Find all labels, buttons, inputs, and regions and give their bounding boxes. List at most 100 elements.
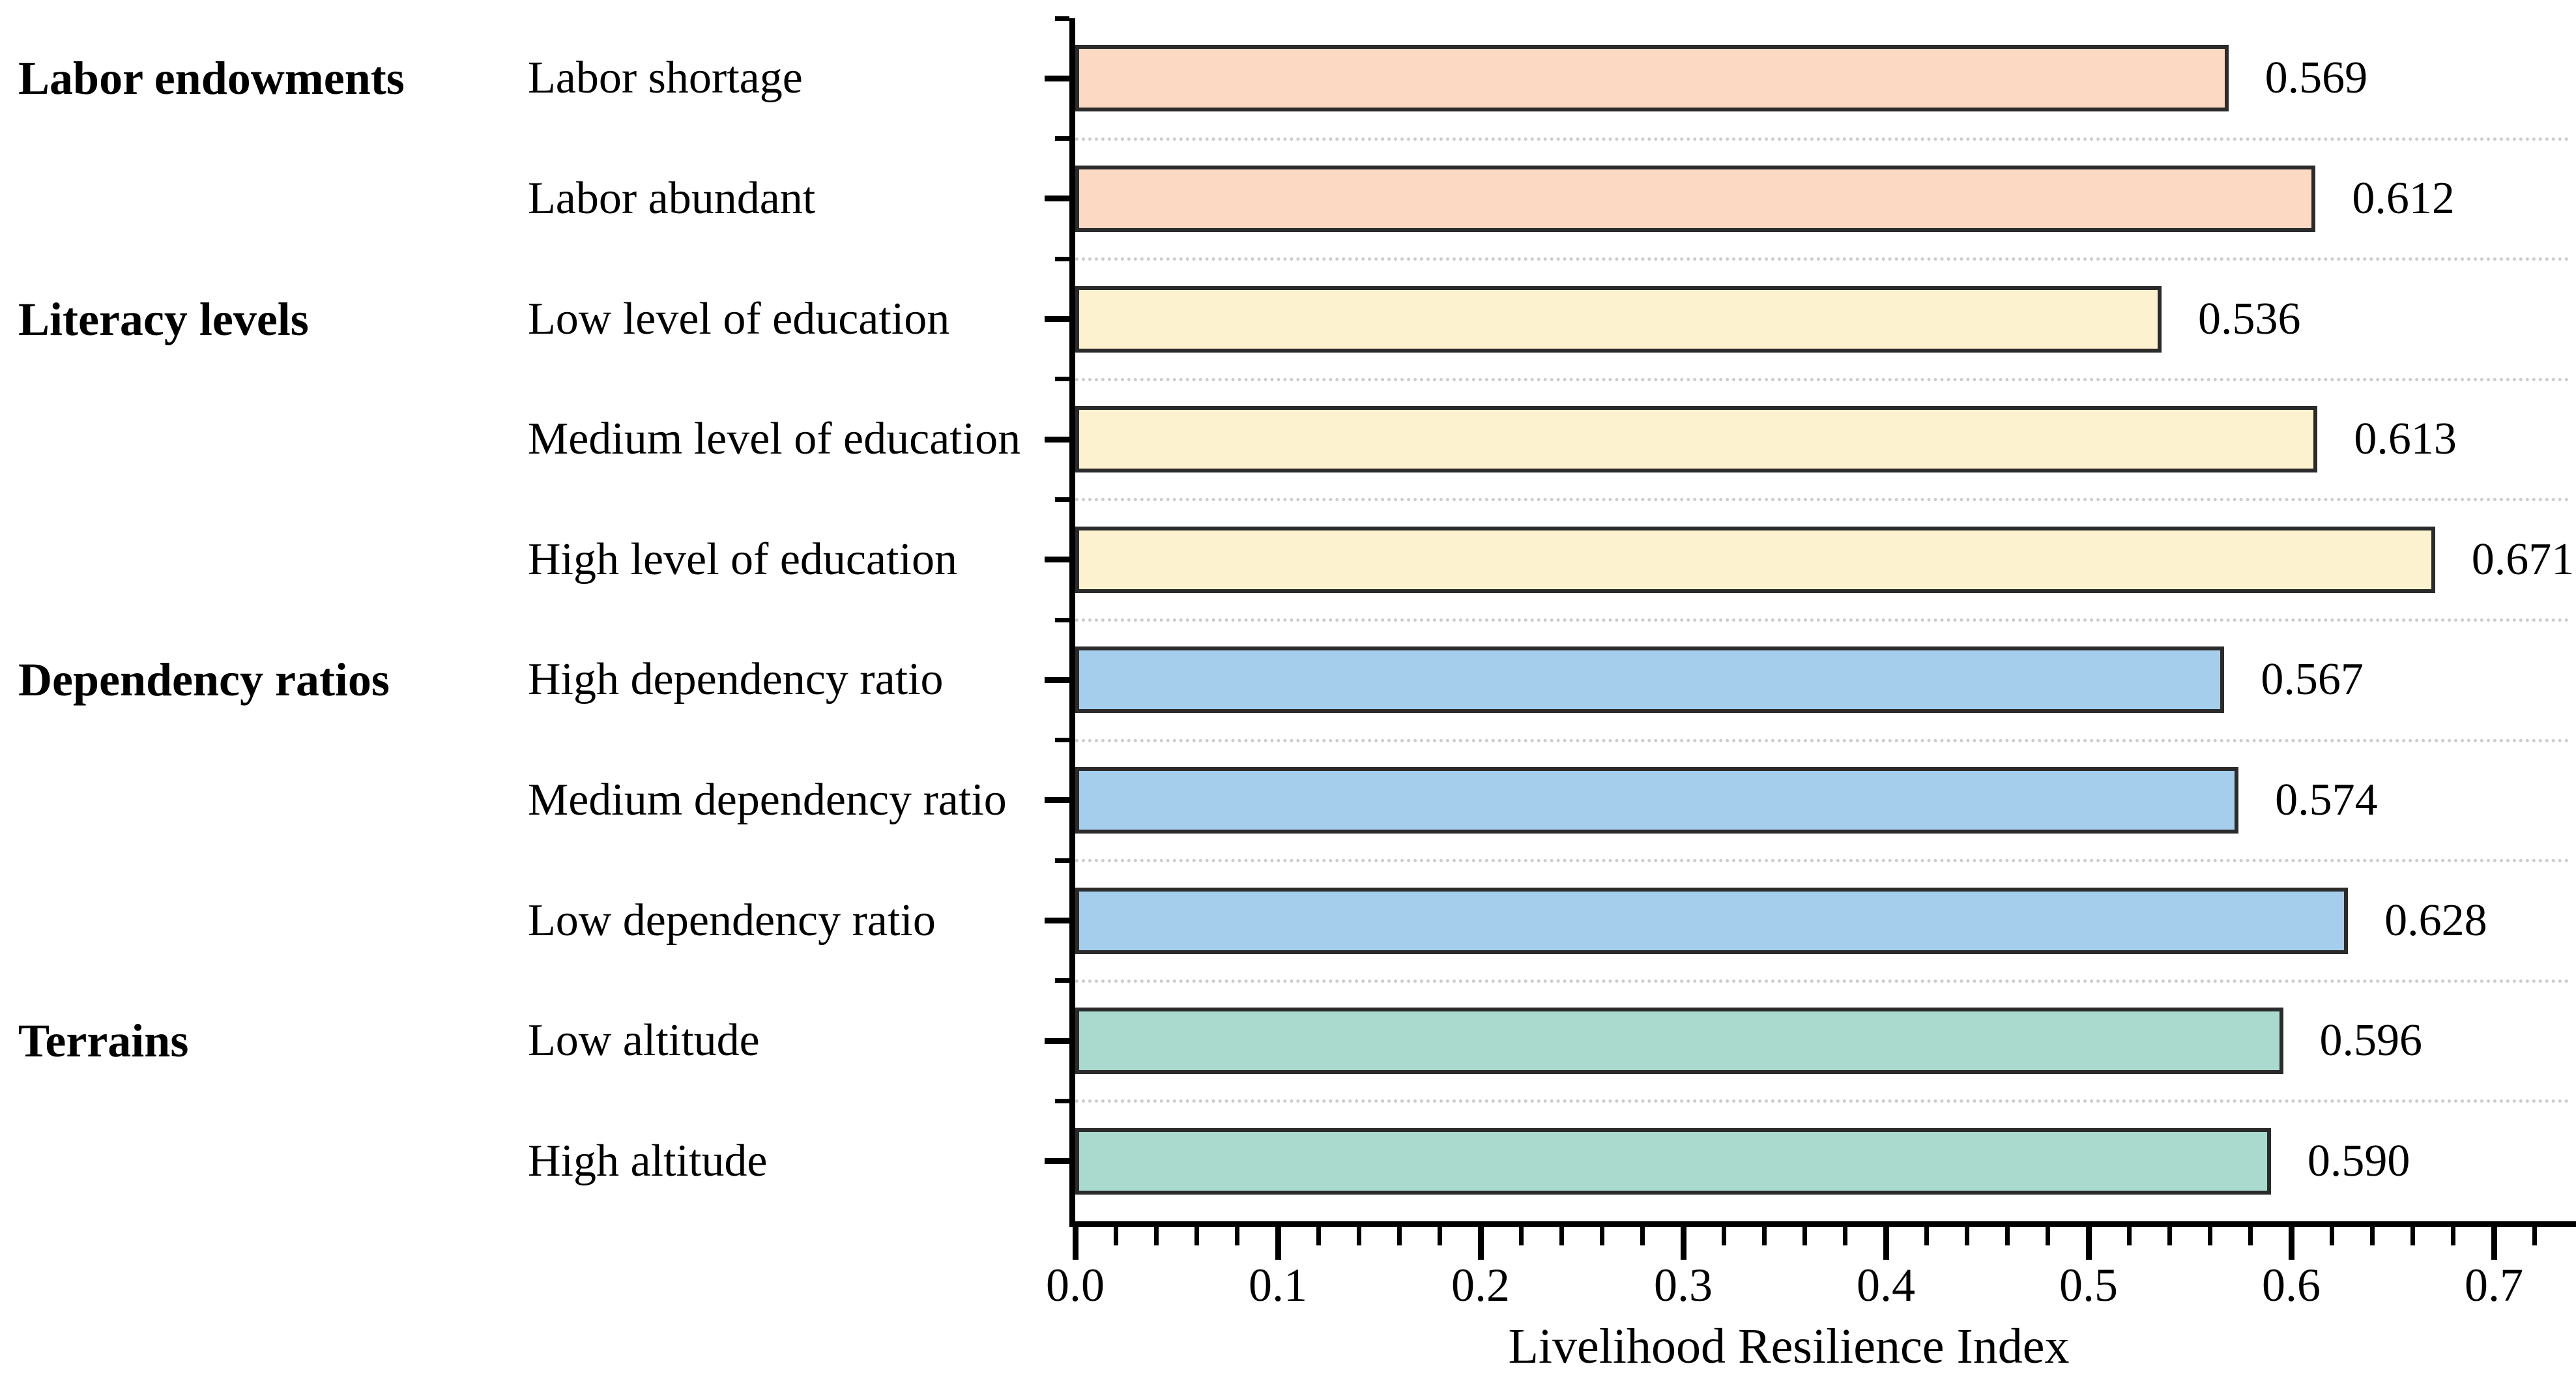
bar-value-label: 0.628 xyxy=(2384,895,2487,946)
category-label: High altitude xyxy=(528,1135,768,1186)
x-tick-label: 0.3 xyxy=(1654,1259,1713,1311)
y-axis-major-tick xyxy=(1045,557,1069,563)
x-axis-minor-tick xyxy=(2369,1227,2375,1245)
y-axis-major-tick xyxy=(1045,196,1069,202)
minor-gridline xyxy=(1075,137,2569,141)
x-axis-major-tick xyxy=(1680,1227,1686,1260)
minor-gridline xyxy=(1075,257,2569,261)
bar xyxy=(1075,887,2349,954)
y-axis-minor-tick xyxy=(1055,617,1069,622)
y-axis-minor-tick xyxy=(1055,136,1069,141)
x-axis-minor-tick xyxy=(1356,1227,1361,1245)
bar xyxy=(1075,766,2239,834)
y-axis-major-tick xyxy=(1045,918,1069,923)
x-axis-minor-tick xyxy=(1194,1227,1200,1245)
y-axis-minor-tick xyxy=(1055,16,1069,21)
x-axis-minor-tick xyxy=(1559,1227,1564,1245)
group-label: Dependency ratios xyxy=(18,654,390,706)
x-axis-minor-tick xyxy=(2248,1227,2253,1245)
x-axis-minor-tick xyxy=(1397,1227,1402,1245)
x-axis-minor-tick xyxy=(2208,1227,2213,1245)
minor-gridline xyxy=(1075,979,2569,983)
minor-gridline xyxy=(1075,498,2569,502)
bar xyxy=(1075,285,2162,353)
x-axis-minor-tick xyxy=(1761,1227,1767,1245)
category-label: Low altitude xyxy=(528,1015,760,1066)
y-axis-major-tick xyxy=(1045,797,1069,804)
x-axis-major-tick xyxy=(2085,1227,2092,1260)
bar-value-label: 0.574 xyxy=(2275,774,2378,825)
category-label: Medium level of education xyxy=(528,414,1021,465)
x-axis-major-tick xyxy=(1883,1227,1889,1260)
bar-value-label: 0.596 xyxy=(2319,1015,2423,1066)
x-axis-minor-tick xyxy=(1153,1227,1159,1245)
x-axis-minor-tick xyxy=(1802,1227,1808,1245)
x-axis-minor-tick xyxy=(1640,1227,1645,1245)
y-axis-major-tick xyxy=(1045,1158,1069,1165)
minor-gridline xyxy=(1075,1099,2569,1103)
category-label: Low dependency ratio xyxy=(528,895,936,946)
x-axis-major-tick xyxy=(2491,1227,2497,1260)
x-tick-label: 0.4 xyxy=(1857,1259,1915,1311)
y-axis-line xyxy=(1069,18,1075,1227)
y-axis-major-tick xyxy=(1045,676,1069,683)
x-axis-minor-tick xyxy=(1518,1227,1524,1245)
x-tick-label: 0.6 xyxy=(2262,1259,2321,1311)
x-axis-minor-tick xyxy=(1438,1227,1443,1245)
x-axis-minor-tick xyxy=(2410,1227,2416,1245)
x-axis-minor-tick xyxy=(2532,1227,2537,1245)
y-axis-major-tick xyxy=(1045,316,1069,322)
bar-value-label: 0.671 xyxy=(2471,534,2575,585)
x-tick-label: 0.2 xyxy=(1451,1259,1510,1311)
group-label: Terrains xyxy=(18,1015,189,1067)
x-axis-major-tick xyxy=(1477,1227,1484,1260)
category-label: Labor abundant xyxy=(528,173,816,224)
x-axis-minor-tick xyxy=(2167,1227,2172,1245)
bar-value-label: 0.567 xyxy=(2261,654,2364,705)
x-tick-label: 0.1 xyxy=(1249,1259,1307,1311)
x-axis-minor-tick xyxy=(2451,1227,2456,1245)
minor-gridline xyxy=(1075,618,2569,622)
group-label: Literacy levels xyxy=(18,293,309,345)
category-label: Labor shortage xyxy=(528,53,803,104)
category-label: Low level of education xyxy=(528,293,950,344)
x-tick-label: 0.7 xyxy=(2465,1259,2523,1311)
x-axis-minor-tick xyxy=(2126,1227,2132,1245)
category-label: High level of education xyxy=(528,534,957,585)
bar xyxy=(1075,406,2318,473)
y-axis-major-tick xyxy=(1045,436,1069,443)
bar xyxy=(1075,165,2316,232)
category-label: Medium dependency ratio xyxy=(528,774,1007,825)
y-axis-minor-tick xyxy=(1055,738,1069,743)
bar xyxy=(1075,646,2225,714)
category-label: High dependency ratio xyxy=(528,654,944,705)
minor-gridline xyxy=(1075,859,2569,863)
x-axis-minor-tick xyxy=(1235,1227,1240,1245)
x-tick-label: 0.0 xyxy=(1046,1259,1105,1311)
x-tick-label: 0.5 xyxy=(2059,1259,2118,1311)
x-axis-major-tick xyxy=(1275,1227,1281,1260)
y-axis-minor-tick xyxy=(1055,858,1069,863)
y-axis-major-tick xyxy=(1045,1038,1069,1044)
minor-gridline xyxy=(1075,738,2569,742)
x-axis-minor-tick xyxy=(1316,1227,1321,1245)
x-axis-major-tick xyxy=(2288,1227,2294,1260)
x-axis-minor-tick xyxy=(2329,1227,2334,1245)
bar-value-label: 0.612 xyxy=(2352,173,2455,224)
x-axis-major-tick xyxy=(1072,1227,1078,1260)
y-axis-minor-tick xyxy=(1055,377,1069,382)
y-axis-major-tick xyxy=(1045,75,1069,81)
bar-value-label: 0.536 xyxy=(2197,293,2301,344)
y-axis-minor-tick xyxy=(1055,1098,1069,1103)
x-axis-minor-tick xyxy=(1843,1227,1848,1245)
bar-value-label: 0.569 xyxy=(2265,53,2368,104)
x-axis-minor-tick xyxy=(1924,1227,1929,1245)
bar xyxy=(1075,1008,2283,1075)
x-axis-minor-tick xyxy=(1113,1227,1118,1245)
x-axis-minor-tick xyxy=(1964,1227,1969,1245)
y-axis-minor-tick xyxy=(1055,256,1069,261)
minor-gridline xyxy=(1075,377,2569,381)
x-axis-minor-tick xyxy=(2005,1227,2010,1245)
y-axis-minor-tick xyxy=(1055,497,1069,502)
